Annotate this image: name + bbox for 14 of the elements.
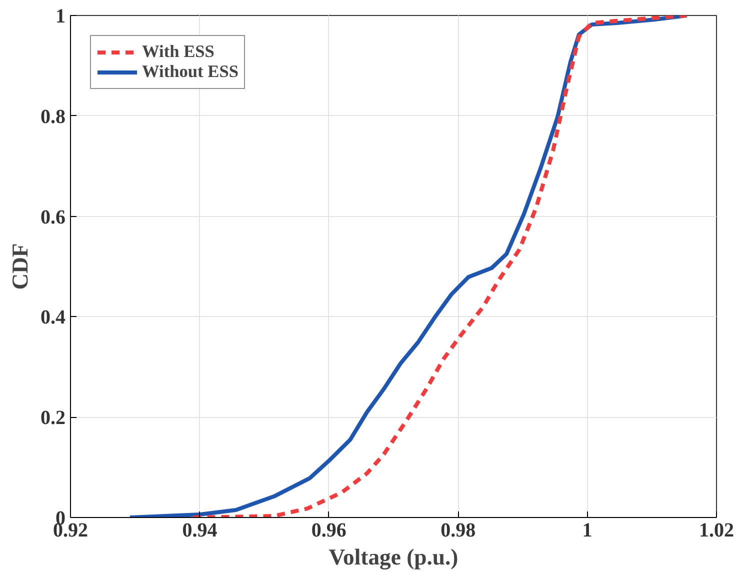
legend-label: With ESS (142, 42, 214, 62)
x-tick-label: 0.96 (311, 520, 346, 542)
y-axis-title: CDF (8, 243, 32, 290)
y-tick-label: 0.4 (40, 306, 66, 329)
x-tick-label: 0.94 (182, 520, 218, 542)
x-tick-label: 1.02 (699, 520, 734, 542)
y-tick-label: 0.2 (40, 407, 66, 430)
y-tick-label: 1 (56, 6, 66, 28)
x-tick-label: 0.98 (440, 520, 476, 542)
y-tick-label: 0.6 (40, 206, 66, 228)
legend-label: Without ESS (142, 62, 238, 82)
x-tick-label: 1 (582, 520, 592, 542)
y-tick-label: 0.8 (40, 106, 66, 128)
x-axis-title: Voltage (p.u.) (328, 544, 458, 570)
